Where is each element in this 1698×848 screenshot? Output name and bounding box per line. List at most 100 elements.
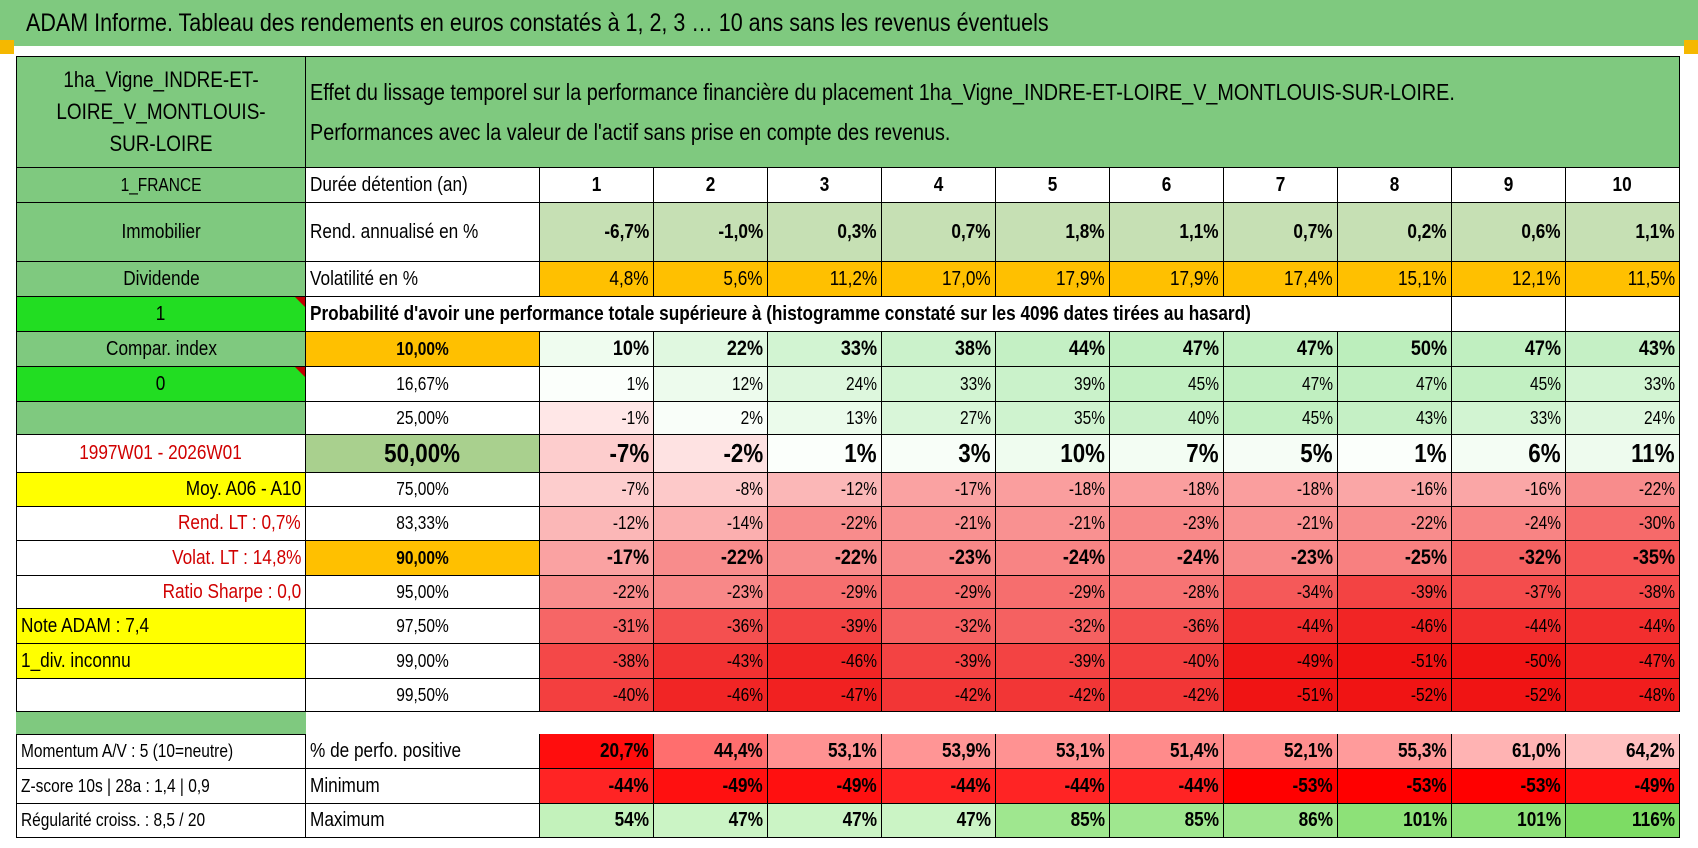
minimum-value: -53% [1452, 769, 1566, 804]
threshold-8-value: -44% [1566, 609, 1680, 644]
duration-label: Durée détention (an) [306, 168, 540, 203]
maximum-value: 47% [882, 804, 996, 838]
volatility-label-text: Volatilité en % [310, 267, 419, 290]
threshold-2-value: 13% [768, 402, 882, 435]
distribution-cell: Dividende [16, 262, 306, 297]
threshold-5-label-text: 83,33% [396, 513, 449, 533]
threshold-2-value: 24% [1566, 402, 1680, 435]
rend-lt-cell: Rend. LT : 0,7% [16, 507, 306, 541]
threshold-4-value-text: -17% [954, 479, 991, 499]
threshold-1-value: 1% [540, 367, 654, 402]
threshold-10-value-text: -42% [954, 684, 991, 705]
threshold-6-value-text: -22% [834, 546, 877, 569]
minimum-value-text: -49% [1634, 774, 1675, 797]
threshold-0-value-text: 47% [1182, 337, 1219, 360]
threshold-2-value-text: 24% [1644, 407, 1675, 428]
threshold-5-value-text: -22% [840, 513, 877, 533]
threshold-0-value: 47% [1224, 332, 1338, 367]
duration-value-text: 3 [819, 173, 830, 196]
threshold-6-value-text: -23% [1290, 546, 1333, 569]
threshold-4-value-text: -16% [1410, 479, 1447, 499]
probability-title: Probabilité d'avoir une performance tota… [306, 297, 1452, 332]
threshold-9-value: -39% [996, 644, 1110, 679]
threshold-5-value-text: -14% [726, 513, 763, 533]
threshold-10-value-text: -46% [726, 684, 763, 705]
threshold-9-value-text: -43% [726, 650, 763, 671]
threshold-8-value: -44% [1224, 609, 1338, 644]
maximum-value-text: 85% [1184, 809, 1219, 831]
threshold-3-value-text: 10% [1060, 438, 1105, 468]
maximum-value-text: 116% [1631, 809, 1675, 831]
positive-share-value-text: 53,9% [942, 739, 991, 762]
threshold-9-label: 99,00% [306, 644, 540, 679]
threshold-0-label-text: 10,00% [396, 338, 449, 359]
threshold-7-value-text: -28% [1182, 581, 1219, 602]
threshold-4-value-text: -16% [1524, 479, 1561, 499]
positive-share-value-text: 64,2% [1626, 739, 1675, 762]
positive-share-value-text: 61,0% [1512, 739, 1561, 762]
threshold-8-value-text: -39% [840, 615, 877, 636]
volatility-label: Volatilité en % [306, 262, 540, 297]
category-cell: Immobilier [16, 203, 306, 262]
threshold-5-value: -21% [882, 507, 996, 541]
volatility-value-text: 5,6% [723, 267, 763, 290]
note-cell: Note ADAM : 7,4 [16, 609, 306, 644]
threshold-7-value-text: -29% [840, 581, 877, 602]
threshold-10-value: -40% [540, 679, 654, 712]
duration-value-text: 6 [1161, 173, 1172, 196]
minimum-value: -44% [540, 769, 654, 804]
threshold-1-value: 47% [1224, 367, 1338, 402]
volatility-value: 4,8% [540, 262, 654, 297]
threshold-0-value-text: 47% [1296, 337, 1333, 360]
threshold-9-value-text: -39% [954, 650, 991, 671]
threshold-1-label-text: 16,67% [396, 373, 449, 394]
title-bar: ADAM Informe. Tableau des rendements en … [0, 0, 1698, 46]
threshold-1-label: 16,67% [306, 367, 540, 402]
annualized-return-value: -6,7% [540, 203, 654, 262]
threshold-2-value: 45% [1224, 402, 1338, 435]
threshold-6-value: -22% [654, 541, 768, 576]
duration-value: 2 [654, 168, 768, 203]
threshold-4-value-text: -22% [1638, 479, 1675, 499]
threshold-3-label-text: 50,00% [384, 438, 461, 468]
threshold-2-value-text: 40% [1188, 407, 1219, 428]
threshold-10-value: -48% [1566, 679, 1680, 712]
annualized-return-value: 0,7% [882, 203, 996, 262]
threshold-3-value: 1% [768, 435, 882, 473]
regularite-cell: Régularité croiss. : 8,5 / 20 [16, 804, 306, 838]
threshold-4-value: -18% [1224, 473, 1338, 507]
threshold-6-value-text: -24% [1176, 546, 1219, 569]
volat-lt-cell-text: Volat. LT : 14,8% [171, 546, 301, 569]
threshold-9-value-text: -40% [1182, 650, 1219, 671]
positive-share-label: % de perfo. positive [306, 734, 540, 769]
duration-value-text: 2 [705, 173, 716, 196]
duration-value: 3 [768, 168, 882, 203]
maximum-value: 116% [1566, 804, 1680, 838]
threshold-8-value: -36% [1110, 609, 1224, 644]
threshold-3-value: 6% [1452, 435, 1566, 473]
threshold-10-value: -47% [768, 679, 882, 712]
volatility-value: 11,2% [768, 262, 882, 297]
asset-name-cell-text: 1ha_Vigne_INDRE-ET-LOIRE_V_MONTLOUIS-SUR… [56, 67, 266, 156]
threshold-0-value: 33% [768, 332, 882, 367]
maximum-value: 85% [996, 804, 1110, 838]
maximum-value: 101% [1452, 804, 1566, 838]
minimum-value: -49% [1566, 769, 1680, 804]
threshold-3-value-text: 3% [958, 438, 991, 468]
sharpe-cell: Ratio Sharpe : 0,0 [16, 576, 306, 609]
description-header: Effet du lissage temporel sur la perform… [306, 56, 1680, 168]
threshold-10-label: 99,50% [306, 679, 540, 712]
maximum-value: 85% [1110, 804, 1224, 838]
empty-green-cell [16, 402, 306, 435]
threshold-0-value: 47% [1110, 332, 1224, 367]
threshold-8-value-text: -44% [1638, 615, 1675, 636]
maximum-value: 47% [768, 804, 882, 838]
threshold-0-value: 44% [996, 332, 1110, 367]
duration-value: 10 [1566, 168, 1680, 203]
threshold-10-value-text: -40% [612, 684, 649, 705]
threshold-2-value: 40% [1110, 402, 1224, 435]
threshold-0-value: 38% [882, 332, 996, 367]
threshold-5-value-text: -24% [1524, 513, 1561, 533]
threshold-4-value-text: -12% [840, 479, 877, 499]
threshold-3-value-text: 1% [1414, 438, 1447, 468]
